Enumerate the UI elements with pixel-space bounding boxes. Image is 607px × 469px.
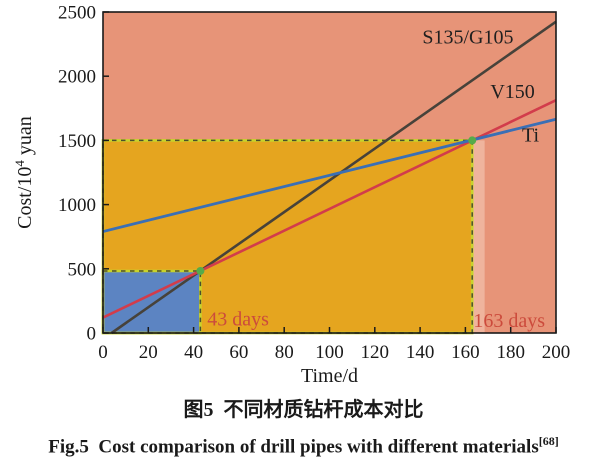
y-tick-label: 1000 <box>58 195 96 216</box>
x-tick-label: 20 <box>139 342 158 363</box>
caption-chinese: 图5 不同材质钻杆成本对比 <box>183 399 424 421</box>
x-tick-label: 140 <box>406 342 435 363</box>
series-label-V150: V150 <box>490 81 534 103</box>
x-tick-label: 80 <box>275 342 294 363</box>
y-tick-label: 2000 <box>58 67 96 88</box>
y-axis-title: Cost/104 yuan <box>12 116 36 229</box>
series-line-V150 <box>102 99 557 319</box>
intersection-marker <box>468 136 477 145</box>
x-tick-label: 180 <box>496 342 525 363</box>
caption-reference-sup: [68] <box>538 434 559 448</box>
y-tick-label: 2500 <box>58 3 96 24</box>
y-tick-label: 0 <box>87 324 97 345</box>
series-line-S135/G105 <box>110 20 557 335</box>
series-label-S135/G105: S135/G105 <box>422 26 513 48</box>
x-tick-label: 100 <box>315 342 344 363</box>
intersection-marker <box>196 266 205 275</box>
band-after-163-days <box>472 140 485 333</box>
x-tick-label: 40 <box>184 342 203 363</box>
y-tick-label: 500 <box>68 259 97 280</box>
caption-english-text: Fig.5 Cost comparison of drill pipes wit… <box>48 436 539 458</box>
annotation-163-days: 163 days <box>473 310 545 332</box>
series-line-Ti <box>102 117 557 233</box>
x-axis-title: Time/d <box>301 365 358 387</box>
y-tick-label: 1500 <box>58 131 96 152</box>
x-tick-label: 160 <box>451 342 480 363</box>
cost-chart: 0 20 40 60 80 100 120 140 160 180 2000500100015002… <box>12 3 571 388</box>
x-tick-label: 0 <box>98 342 108 363</box>
series-label-Ti: Ti <box>522 125 540 147</box>
x-tick-label: 200 <box>542 342 571 363</box>
caption-english: Fig.5 Cost comparison of drill pipes wit… <box>0 434 607 459</box>
x-tick-label: 60 <box>229 342 248 363</box>
x-tick-label: 120 <box>361 342 390 363</box>
annotation-43-days: 43 days <box>207 308 269 330</box>
